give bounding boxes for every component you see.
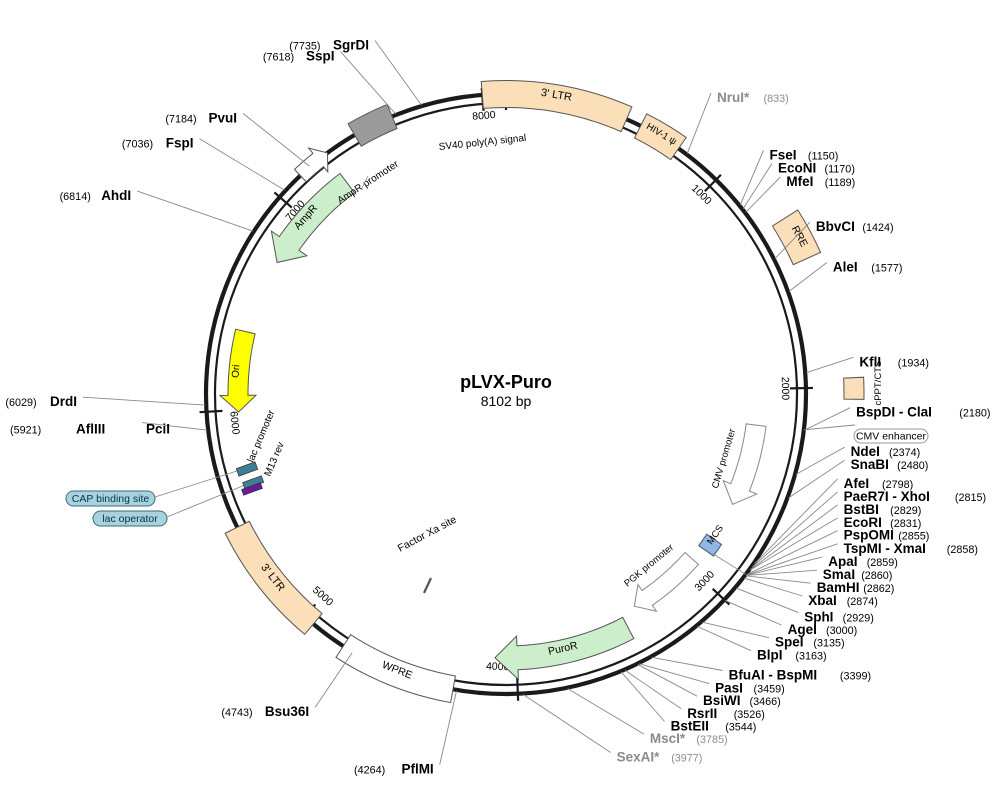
- svg-text:(3977): (3977): [671, 753, 702, 765]
- svg-text:KflI: KflI: [859, 354, 881, 369]
- svg-text:(6029): (6029): [5, 397, 36, 409]
- svg-text:(1577): (1577): [871, 263, 902, 275]
- svg-text:(2858): (2858): [947, 544, 978, 556]
- svg-text:(833): (833): [764, 93, 789, 105]
- svg-text:(2859): (2859): [867, 557, 898, 569]
- svg-text:(7618): (7618): [263, 52, 294, 64]
- svg-text:(2829): (2829): [890, 505, 921, 517]
- svg-text:lac operator: lac operator: [102, 513, 158, 525]
- svg-text:PciI: PciI: [146, 422, 170, 437]
- svg-text:(2815): (2815): [955, 492, 986, 504]
- svg-text:(2374): (2374): [889, 447, 920, 459]
- svg-text:(1170): (1170): [825, 164, 855, 176]
- svg-text:(7735): (7735): [289, 41, 320, 53]
- svg-text:CMV enhancer: CMV enhancer: [856, 431, 927, 443]
- svg-text:SV40 poly(A) signal: SV40 poly(A) signal: [438, 133, 526, 153]
- svg-text:MCS: MCS: [705, 523, 726, 547]
- svg-text:(3526): (3526): [734, 709, 765, 721]
- svg-text:(2480): (2480): [897, 460, 928, 472]
- svg-text:M13 rev: M13 rev: [263, 441, 287, 479]
- svg-text:(3466): (3466): [750, 696, 781, 708]
- svg-text:AhdI: AhdI: [101, 188, 131, 203]
- svg-text:(2860): (2860): [861, 570, 892, 582]
- svg-text:pLVX-Puro: pLVX-Puro: [460, 372, 552, 392]
- svg-text:BspDI - ClaI: BspDI - ClaI: [856, 405, 932, 420]
- svg-text:Bsu36I: Bsu36I: [265, 704, 309, 719]
- svg-text:(2831): (2831): [890, 518, 921, 530]
- svg-text:(2874): (2874): [847, 596, 878, 608]
- svg-text:(7184): (7184): [165, 113, 196, 125]
- svg-text:(2929): (2929): [843, 612, 874, 624]
- svg-text:SexAI*: SexAI*: [617, 750, 661, 765]
- svg-text:SnaBI: SnaBI: [851, 457, 889, 472]
- svg-text:MscI*: MscI*: [650, 731, 686, 746]
- svg-text:FspI: FspI: [166, 136, 194, 151]
- svg-text:(2862): (2862): [863, 583, 894, 595]
- svg-text:(3785): (3785): [696, 734, 727, 746]
- svg-text:BlpI: BlpI: [757, 648, 783, 663]
- svg-text:PflMI: PflMI: [401, 762, 433, 777]
- svg-text:CAP binding site: CAP binding site: [72, 493, 150, 505]
- svg-text:AleI: AleI: [833, 260, 858, 275]
- svg-text:(7036): (7036): [122, 139, 153, 151]
- svg-text:2000: 2000: [779, 377, 791, 401]
- svg-text:6000: 6000: [227, 411, 241, 436]
- svg-text:(4264): (4264): [354, 765, 385, 777]
- svg-text:(3459): (3459): [754, 684, 785, 696]
- svg-text:8000: 8000: [472, 109, 496, 123]
- svg-text:(3000): (3000): [826, 625, 857, 637]
- svg-text:(4743): (4743): [221, 707, 252, 719]
- svg-text:(3399): (3399): [840, 671, 871, 683]
- svg-text:BbvCI: BbvCI: [816, 219, 855, 234]
- svg-text:8102 bp: 8102 bp: [481, 393, 532, 409]
- svg-text:(1189): (1189): [825, 177, 855, 189]
- svg-text:DrdI: DrdI: [50, 394, 77, 409]
- svg-text:MfeI: MfeI: [786, 174, 813, 189]
- svg-text:(6814): (6814): [60, 191, 91, 203]
- svg-text:Factor Xa site: Factor Xa site: [396, 514, 459, 555]
- svg-text:(3544): (3544): [725, 722, 756, 734]
- svg-text:(1934): (1934): [898, 357, 929, 369]
- svg-text:NruI*: NruI*: [717, 90, 750, 105]
- svg-text:(1424): (1424): [862, 222, 893, 234]
- svg-text:(3135): (3135): [813, 638, 844, 650]
- svg-text:XbaI: XbaI: [808, 593, 837, 608]
- svg-text:Ori: Ori: [230, 364, 242, 378]
- svg-text:AflIII: AflIII: [76, 422, 105, 437]
- svg-text:PvuI: PvuI: [208, 110, 237, 125]
- svg-text:(5921): (5921): [10, 425, 41, 437]
- svg-text:(3163): (3163): [795, 651, 826, 663]
- svg-text:SgrDI: SgrDI: [333, 38, 369, 53]
- svg-text:(2180): (2180): [959, 408, 990, 420]
